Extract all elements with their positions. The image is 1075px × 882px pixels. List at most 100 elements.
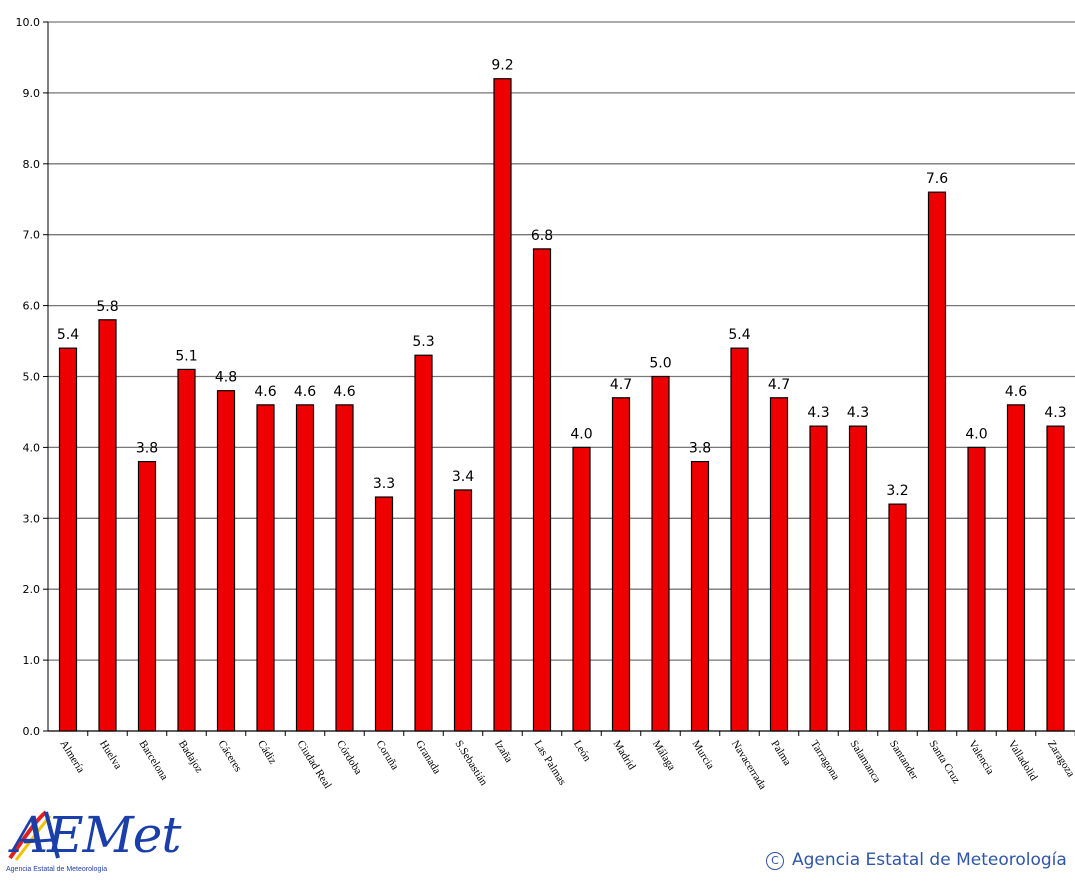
x-tick-label: Zaragoza xyxy=(1045,738,1075,779)
bar xyxy=(335,404,354,732)
bar xyxy=(809,425,828,732)
bar xyxy=(58,347,78,732)
logo-subtitle: Agencia Estatal de Meteorología xyxy=(6,866,108,873)
bar xyxy=(769,397,789,732)
x-tick-label: Coruña xyxy=(373,738,400,772)
y-tick-label: 1.0 xyxy=(23,654,41,667)
bar xyxy=(295,404,315,732)
x-tick-label: Cádiz xyxy=(255,738,279,766)
logo-swoosh-icon xyxy=(8,810,60,861)
data-label: 5.0 xyxy=(649,356,671,372)
x-tick-label: Salamanca xyxy=(847,738,882,785)
data-label: 5.1 xyxy=(175,348,197,364)
x-tick-label: Madrid xyxy=(610,738,638,772)
x-tick-label: Santander xyxy=(887,738,921,782)
x-tick-label: Barcelona xyxy=(136,738,170,782)
x-tick-label: Valencia xyxy=(966,738,996,777)
x-tick-label: Palma xyxy=(768,738,793,768)
bar xyxy=(888,503,907,732)
y-tick-label: 0.0 xyxy=(23,725,41,738)
y-tick-label: 4.0 xyxy=(23,441,41,454)
bar xyxy=(453,489,473,732)
data-label: 4.7 xyxy=(768,377,790,393)
x-tick-label: Almería xyxy=(57,738,86,775)
data-label: 5.4 xyxy=(57,327,79,343)
x-tick-label: Málaga xyxy=(650,738,678,772)
data-label: 4.6 xyxy=(254,384,276,400)
y-tick-label: 5.0 xyxy=(23,371,41,384)
x-tick-label: Valladolid xyxy=(1005,738,1039,783)
x-tick-label: Navacerrada xyxy=(729,738,769,792)
data-label: 9.2 xyxy=(491,58,513,74)
data-label: 4.8 xyxy=(215,370,237,386)
bar xyxy=(414,354,433,732)
x-tick-label: Tarragona xyxy=(808,738,842,782)
x-tick-label: León xyxy=(571,738,593,764)
logo-wordmark: AEMet xyxy=(12,806,181,864)
copyright-notice: C Agencia Estatal de Meteorología xyxy=(766,850,1067,870)
bar xyxy=(177,368,196,732)
y-tick-label: 2.0 xyxy=(23,583,41,596)
bars xyxy=(58,78,1065,732)
data-label: 4.3 xyxy=(807,405,829,421)
data-label: 3.8 xyxy=(689,441,711,457)
data-label: 3.3 xyxy=(373,476,395,492)
y-axis: 0.0 1.0 2.0 3.0 4.0 5.0 6.0 7.0 8.0 9.0 10.0 xyxy=(16,16,49,738)
data-label: 4.7 xyxy=(610,377,632,393)
data-label: 4.6 xyxy=(333,384,355,400)
bar xyxy=(730,347,749,732)
x-tick-label: Cáceres xyxy=(215,738,244,774)
bar xyxy=(572,446,591,732)
gridlines xyxy=(48,21,1075,732)
y-tick-label: 7.0 xyxy=(23,229,41,242)
bar xyxy=(256,404,275,732)
bar xyxy=(1006,404,1026,732)
x-tick-label: Badajoz xyxy=(176,738,205,775)
data-label: 3.2 xyxy=(886,483,908,499)
x-tick-label: Ciudad Real xyxy=(294,738,333,791)
x-tick-label: Córdoba xyxy=(334,738,364,777)
bar xyxy=(967,446,986,732)
x-tick-label: Izaña xyxy=(492,738,515,765)
bar xyxy=(137,460,157,732)
x-tick-label: Murcia xyxy=(689,738,716,771)
data-label: 5.4 xyxy=(728,327,750,343)
y-tick-label: 3.0 xyxy=(23,512,41,525)
data-label: 3.8 xyxy=(136,441,158,457)
bar xyxy=(532,248,552,732)
x-axis: Almería Huelva Barcelona Badajoz Cáceres Cádi… xyxy=(57,731,1075,792)
bar xyxy=(651,375,670,732)
data-label: 3.4 xyxy=(452,469,474,485)
data-label: 5.3 xyxy=(412,334,434,350)
x-tick-label: Santa Cruz xyxy=(926,738,962,786)
data-label: 4.0 xyxy=(965,426,987,442)
data-label: 6.8 xyxy=(531,228,553,244)
x-tick-label: Granada xyxy=(413,738,443,776)
aemet-logo: AEMet Agencia Estatal de Meteorología xyxy=(6,806,181,882)
y-tick-label: 8.0 xyxy=(23,158,41,171)
data-label: 4.3 xyxy=(1044,405,1066,421)
bar xyxy=(1046,425,1065,732)
bar xyxy=(690,460,710,732)
copyright-icon: C xyxy=(766,852,784,870)
data-label: 7.6 xyxy=(926,171,948,187)
bar xyxy=(611,397,631,732)
bar xyxy=(848,425,868,732)
x-tick-label: Huelva xyxy=(97,738,124,771)
data-labels: 5.4 5.8 3.8 5.1 4.8 4.6 4.6 4.6 3.3 5.3 3.4 9.2 6.8 4… xyxy=(57,58,1067,499)
data-label: 4.6 xyxy=(294,384,316,400)
x-tick-label: Las Palmas xyxy=(531,738,568,787)
data-label: 4.3 xyxy=(847,405,869,421)
y-tick-label: 6.0 xyxy=(23,300,41,313)
data-label: 4.0 xyxy=(570,426,592,442)
bar xyxy=(927,191,947,732)
bar xyxy=(374,496,394,732)
bar-chart: 0.0 1.0 2.0 3.0 4.0 5.0 6.0 7.0 8.0 9.0 10.0 5.4 5.… xyxy=(16,16,1075,792)
x-tick-label: S.Sebastián xyxy=(452,738,489,788)
y-tick-label: 10.0 xyxy=(16,16,41,29)
bar xyxy=(216,390,236,732)
y-tick-label: 9.0 xyxy=(23,87,41,100)
bar xyxy=(98,319,117,732)
data-label: 4.6 xyxy=(1005,384,1027,400)
bar xyxy=(493,78,512,732)
